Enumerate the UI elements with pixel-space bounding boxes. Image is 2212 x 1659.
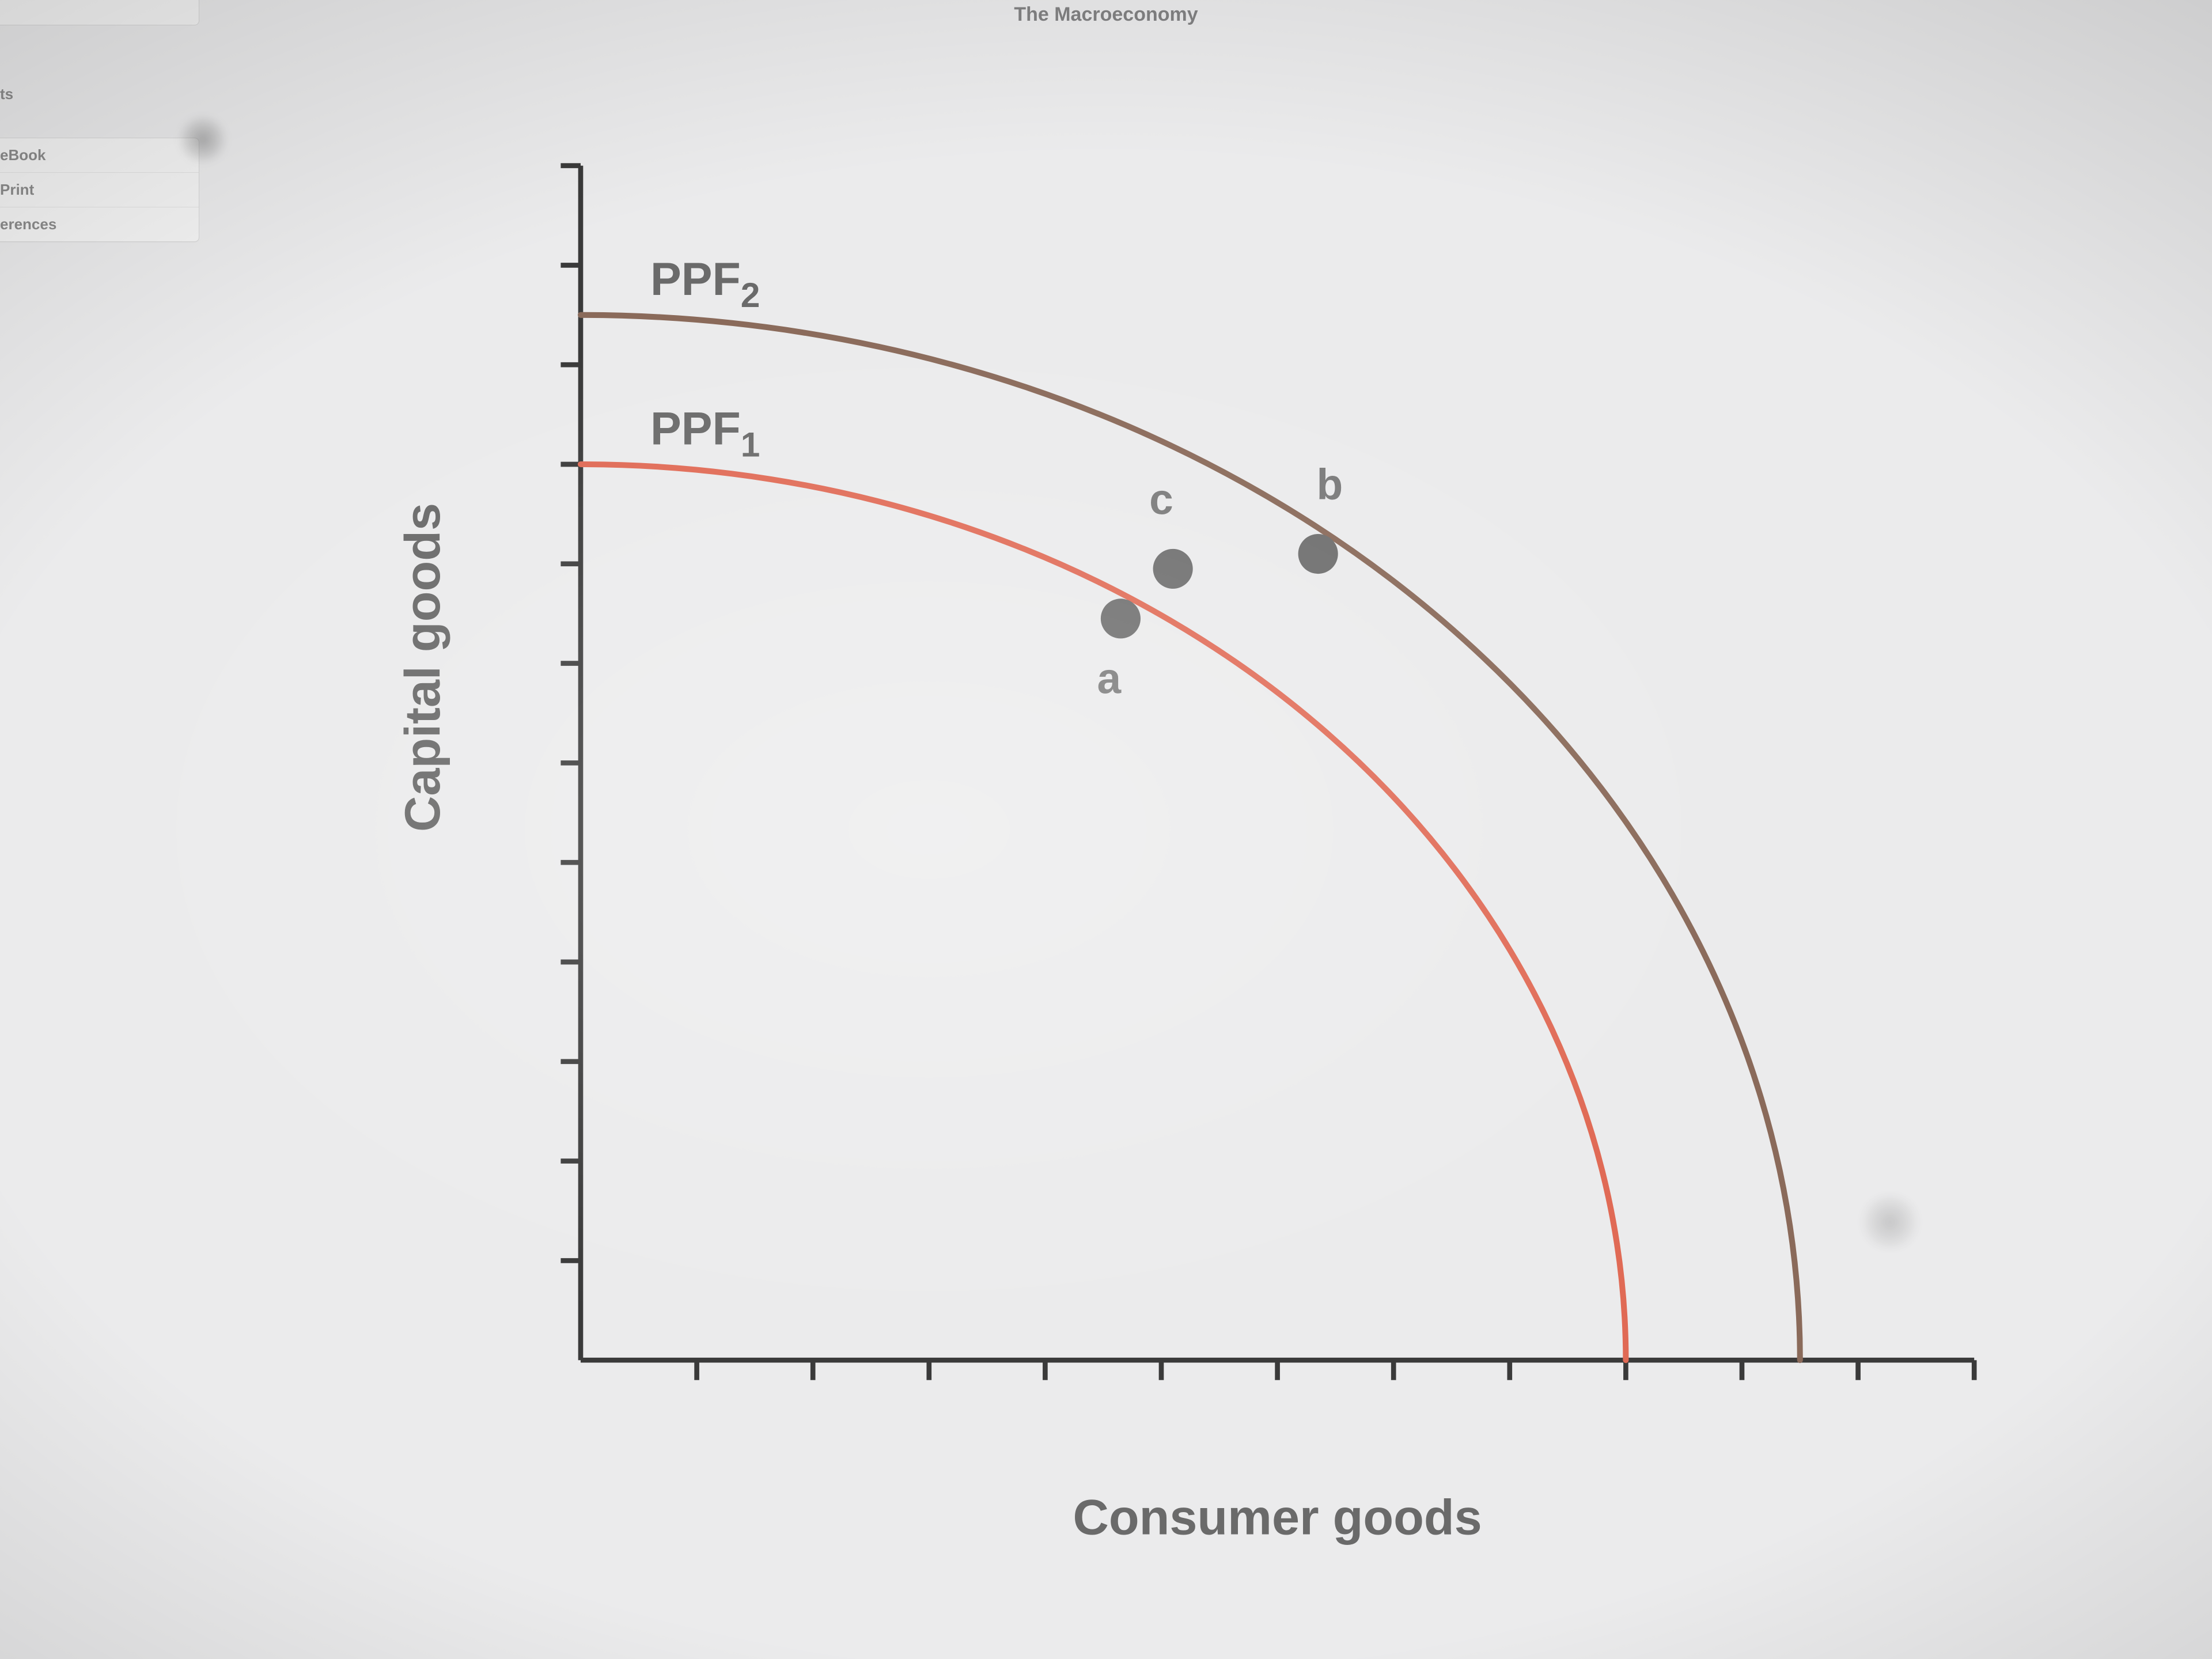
point-b (1298, 534, 1338, 574)
sidebar-item-print[interactable]: Print (0, 172, 199, 207)
sidebar-box: eBook Print erences (0, 138, 199, 242)
point-c (1153, 549, 1193, 589)
curve-label-ppf2: PPF2 (650, 254, 760, 315)
point-a (1101, 599, 1141, 639)
curve-ppf1 (581, 464, 1626, 1360)
sidebar-blank-box (0, 0, 199, 25)
curve-label-ppf1: PPF1 (650, 403, 760, 464)
y-axis-label: Capital goods (395, 503, 450, 832)
curve-ppf2 (581, 315, 1800, 1360)
point-label-c: c (1149, 475, 1173, 524)
ppf-chart: PPF1 PPF2 a c b Consumer goods Capital goods (332, 132, 2057, 1592)
smudge (177, 116, 229, 162)
sidebar-item-ts[interactable]: ts (0, 77, 199, 111)
point-label-a: a (1097, 654, 1122, 703)
sidebar: ts eBook Print erences (0, 0, 199, 1659)
x-axis-label: Consumer goods (1073, 1490, 1482, 1546)
sidebar-item-references[interactable]: erences (0, 207, 199, 241)
page-title: The Macroeconomy (1014, 3, 1198, 26)
smudge (1858, 1195, 1922, 1249)
point-label-b: b (1316, 460, 1343, 509)
sidebar-item-ebook[interactable]: eBook (0, 138, 199, 172)
